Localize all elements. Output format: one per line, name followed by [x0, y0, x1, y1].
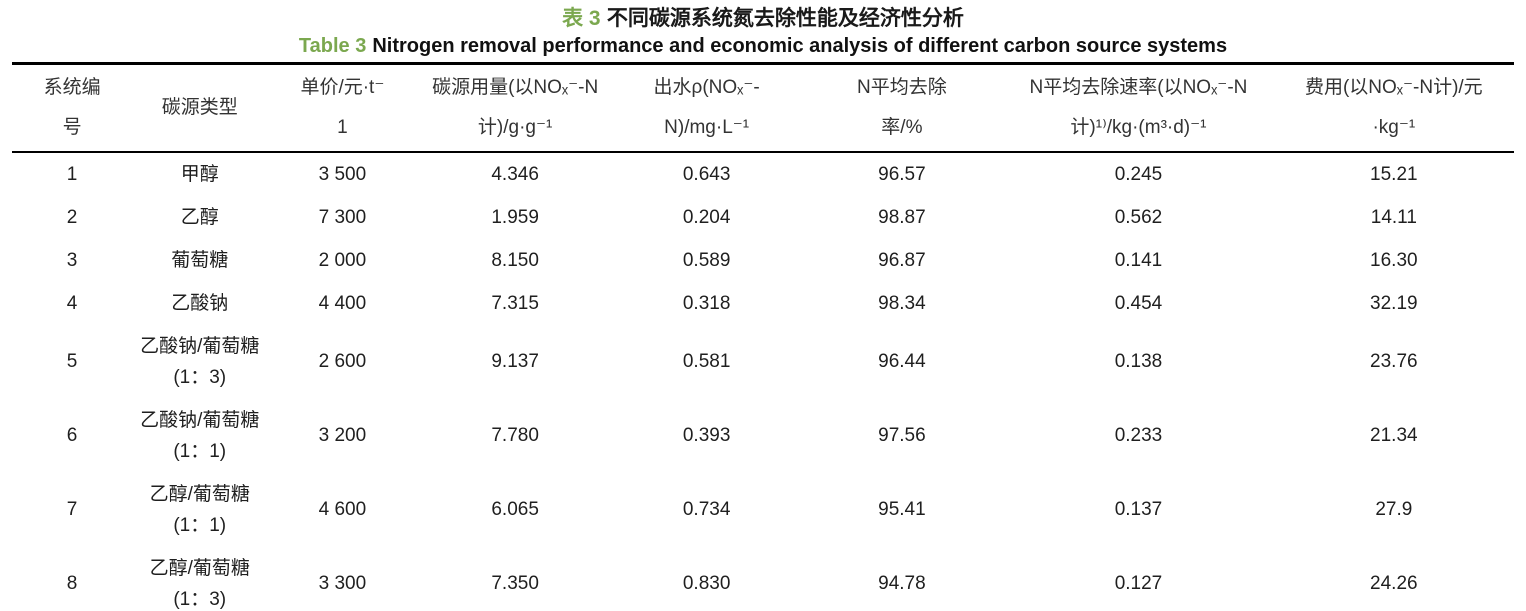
table-cell: 7.315: [491, 292, 539, 314]
table-row: 2 乙醇 7 300 1.959 0.204 98.87 0.562 14.11: [12, 196, 1514, 239]
table-cell: 3 300: [318, 573, 367, 594]
table-caption-en-text: Nitrogen removal performance and economi…: [372, 35, 1228, 57]
table-cell: 2: [66, 206, 78, 228]
table-cell: 乙酸钠/葡萄糖 (1：3): [140, 335, 260, 388]
table-cell: 甲醇: [180, 163, 219, 185]
table-caption-zh-label: 表 3: [562, 7, 601, 30]
table-cell: 4.346: [491, 163, 539, 185]
table-row: 5 乙酸钠/葡萄糖 (1：3) 2 600 9.137 0.581 96.44 …: [12, 325, 1514, 399]
table-cell: 0.830: [682, 573, 731, 594]
table-cell: 乙酸钠/葡萄糖 (1：1): [140, 409, 260, 462]
table-cell: 98.87: [878, 206, 926, 228]
header-effluent-concentration: 出水ρ(NOₓ⁻- N)/mg·L⁻¹: [653, 76, 760, 138]
table-header-row: 系统编 号 碳源类型 单价/元·t⁻ 1 碳源用量(以NOₓ⁻-N 计)/g·g…: [12, 64, 1514, 152]
table-cell: 0.138: [1114, 351, 1163, 372]
table-caption-en: Table 3 Nitrogen removal performance and …: [0, 32, 1526, 62]
table-cell: 3 500: [318, 163, 367, 185]
header-cost: 费用(以NOₓ⁻-N计)/元 ·kg⁻¹: [1304, 76, 1483, 138]
table-cell: 21.34: [1370, 425, 1418, 446]
data-table: 系统编 号 碳源类型 单价/元·t⁻ 1 碳源用量(以NOₓ⁻-N 计)/g·g…: [12, 62, 1514, 611]
table-cell: 0.643: [682, 163, 731, 185]
table-cell: 7: [66, 499, 78, 520]
table-cell: 8: [66, 573, 78, 594]
table-cell: 3 200: [318, 425, 367, 446]
table-cell: 24.26: [1370, 573, 1418, 594]
table-cell: 0.393: [682, 425, 731, 446]
table-cell: 0.137: [1114, 499, 1163, 520]
header-carbon-source-type: 碳源类型: [161, 96, 238, 118]
table-cell: 葡萄糖: [171, 249, 229, 271]
table-cell: 4: [66, 292, 78, 314]
table-cell: 95.41: [878, 499, 926, 520]
table-cell: 乙酸钠: [171, 292, 229, 314]
table-cell: 1: [66, 163, 78, 185]
table-cell: 乙醇/葡萄糖(1：1): [149, 483, 250, 536]
table-cell: 97.56: [878, 425, 926, 446]
table-cell: 14.11: [1370, 206, 1417, 228]
table-cell: 0.233: [1114, 425, 1163, 446]
table-cell: 0.245: [1114, 163, 1163, 185]
table-row: 4 乙酸钠 4 400 7.315 0.318 98.34 0.454 32.1…: [12, 282, 1514, 325]
table-cell: 0.581: [682, 351, 731, 372]
table-cell: 7.780: [491, 425, 539, 446]
table-cell: 0.589: [682, 249, 731, 271]
table-cell: 3: [66, 249, 78, 271]
table-cell: 4 400: [318, 292, 367, 314]
header-system-id: 系统编 号: [43, 76, 101, 138]
table-row: 3 葡萄糖 2 000 8.150 0.589 96.87 0.141 16.3…: [12, 239, 1514, 282]
table-row: 8 乙醇/葡萄糖(1：3) 3 300 7.350 0.830 94.78 0.…: [12, 547, 1514, 611]
table-cell: 乙醇/葡萄糖(1：3): [149, 557, 250, 610]
table-cell: 96.57: [878, 163, 926, 185]
table-cell: 5: [66, 351, 78, 372]
table-cell: 6.065: [491, 499, 539, 520]
table-cell: 2 600: [318, 351, 367, 372]
header-n-removal-velocity: N平均去除速率(以NOₓ⁻-N 计)¹⁾/kg·(m³·d)⁻¹: [1029, 76, 1248, 138]
table-row: 1 甲醇 3 500 4.346 0.643 96.57 0.245 15.21: [12, 152, 1514, 196]
table-cell: 23.76: [1370, 351, 1418, 372]
table-cell: 7 300: [318, 206, 367, 228]
table-cell: 9.137: [491, 351, 539, 372]
table-cell: 94.78: [878, 573, 926, 594]
table-cell: 32.19: [1370, 292, 1418, 314]
table-cell: 0.454: [1114, 292, 1163, 314]
table-caption-zh-text: 不同碳源系统氮去除性能及经济性分析: [606, 7, 964, 30]
table-cell: 96.87: [878, 249, 926, 271]
table-cell: 乙醇: [180, 206, 219, 228]
table-cell: 6: [66, 425, 78, 446]
table-row: 7 乙醇/葡萄糖(1：1) 4 600 6.065 0.734 95.41 0.…: [12, 473, 1514, 547]
table-cell: 27.9: [1375, 499, 1413, 520]
table-cell: 16.30: [1370, 249, 1418, 271]
header-unit-price: 单价/元·t⁻ 1: [300, 76, 385, 138]
table-cell: 0.318: [682, 292, 731, 314]
table-row: 6 乙酸钠/葡萄糖 (1：1) 3 200 7.780 0.393 97.56 …: [12, 399, 1514, 473]
table-cell: 2 000: [318, 249, 367, 271]
table-cell: 0.562: [1114, 206, 1163, 228]
table-cell: 15.21: [1370, 163, 1418, 185]
table-cell: 0.141: [1114, 249, 1163, 271]
table-cell: 8.150: [491, 249, 539, 271]
header-n-removal-rate: N平均去除 率/%: [857, 76, 947, 138]
table-caption-zh: 表 3 不同碳源系统氮去除性能及经济性分析: [0, 0, 1526, 32]
header-carbon-dosage: 碳源用量(以NOₓ⁻-N 计)/g·g⁻¹: [432, 76, 599, 138]
table-cell: 1.959: [491, 206, 539, 228]
table-cell: 96.44: [878, 351, 926, 372]
table-cell: 4 600: [318, 499, 367, 520]
table-caption-en-label: Table 3: [298, 35, 367, 57]
table-cell: 7.350: [491, 573, 539, 594]
table-cell: 98.34: [878, 292, 926, 314]
table-cell: 0.127: [1114, 573, 1163, 594]
table-cell: 0.734: [682, 499, 731, 520]
table-cell: 0.204: [682, 206, 731, 228]
